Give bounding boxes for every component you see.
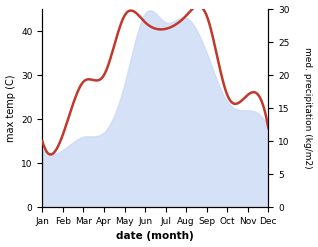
Y-axis label: max temp (C): max temp (C) [5,74,16,142]
Y-axis label: med. precipitation (kg/m2): med. precipitation (kg/m2) [303,47,313,169]
X-axis label: date (month): date (month) [116,231,194,242]
